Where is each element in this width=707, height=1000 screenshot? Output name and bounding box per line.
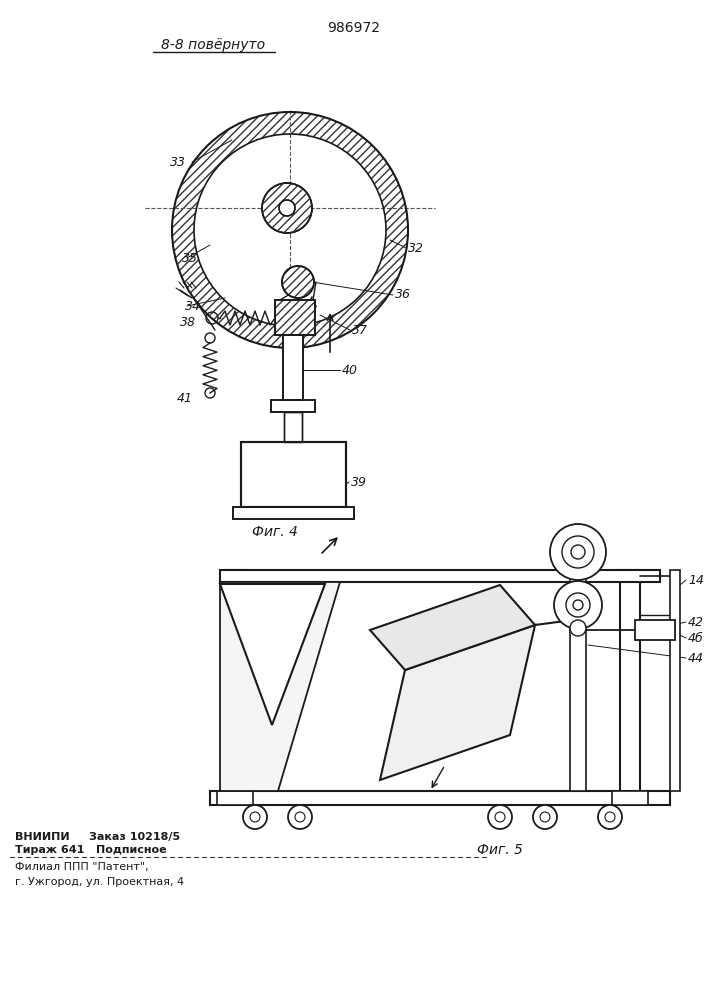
Text: 32: 32 [408, 241, 424, 254]
Text: 986972: 986972 [327, 21, 380, 35]
Bar [233, 507, 354, 519]
Circle shape [279, 200, 295, 216]
Text: 33: 33 [170, 155, 186, 168]
Circle shape [598, 805, 622, 829]
Bar [635, 620, 675, 640]
Circle shape [570, 620, 586, 636]
Circle shape [533, 805, 557, 829]
Text: 34: 34 [185, 300, 201, 312]
Bar [284, 412, 302, 442]
Circle shape [562, 536, 594, 568]
Bar [217, 791, 253, 805]
Text: Филиал ППП "Патент",: Филиал ППП "Патент", [15, 862, 148, 872]
Circle shape [250, 812, 260, 822]
Circle shape [540, 812, 550, 822]
Text: 41: 41 [177, 391, 193, 404]
Circle shape [282, 266, 314, 298]
Bar [283, 335, 303, 400]
Bar [670, 570, 680, 791]
Bar [271, 400, 315, 412]
Text: 42: 42 [688, 615, 704, 629]
Circle shape [243, 805, 267, 829]
Bar [275, 300, 315, 335]
Text: Фиг. 5: Фиг. 5 [477, 843, 523, 857]
Circle shape [573, 600, 583, 610]
Text: г. Ужгород, ул. Проектная, 4: г. Ужгород, ул. Проектная, 4 [15, 877, 184, 887]
Text: 38: 38 [180, 316, 196, 330]
Text: 44: 44 [688, 652, 704, 664]
Bar [620, 570, 640, 791]
Bar [225, 570, 245, 791]
Text: Фиг. 4: Фиг. 4 [252, 525, 298, 539]
Circle shape [554, 581, 602, 629]
Bar [283, 335, 303, 400]
Text: 37: 37 [352, 324, 368, 336]
Circle shape [488, 805, 512, 829]
Circle shape [571, 545, 585, 559]
Circle shape [550, 524, 606, 580]
Text: Тираж 641   Подписное: Тираж 641 Подписное [15, 845, 167, 855]
Bar [275, 300, 315, 335]
Polygon shape [220, 582, 340, 791]
Bar [275, 300, 315, 335]
Text: 14: 14 [688, 574, 704, 586]
Polygon shape [220, 584, 325, 725]
Text: 4б: 4б [688, 632, 703, 645]
Polygon shape [380, 625, 535, 780]
Bar [284, 412, 302, 442]
Polygon shape [370, 585, 535, 670]
Bar [241, 442, 346, 507]
Circle shape [495, 812, 505, 822]
Text: ВНИИПИ     Заказ 10218/5: ВНИИПИ Заказ 10218/5 [15, 832, 180, 842]
Bar [275, 300, 315, 335]
Text: 39: 39 [351, 476, 367, 488]
Text: 35: 35 [182, 251, 198, 264]
Bar [271, 400, 315, 412]
Bar [570, 570, 586, 791]
Circle shape [566, 593, 590, 617]
Circle shape [262, 183, 312, 233]
Bar [220, 570, 660, 582]
Bar [210, 791, 670, 805]
Bar [233, 507, 354, 519]
Circle shape [605, 812, 615, 822]
Circle shape [295, 812, 305, 822]
Bar [241, 442, 346, 507]
Bar [612, 791, 648, 805]
Circle shape [288, 805, 312, 829]
Text: 8-8 повёрнуто: 8-8 повёрнуто [161, 38, 265, 52]
Text: 36: 36 [395, 288, 411, 302]
Text: 40: 40 [342, 363, 358, 376]
